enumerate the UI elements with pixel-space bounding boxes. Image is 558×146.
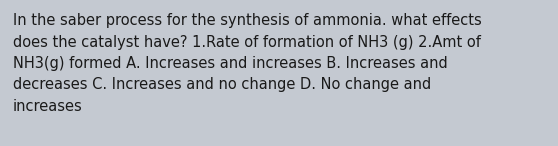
Text: does the catalyst have? 1.Rate of formation of NH3 (g) 2.Amt of: does the catalyst have? 1.Rate of format… (13, 34, 481, 49)
Text: increases: increases (13, 99, 83, 114)
Text: NH3(g) formed A. Increases and increases B. Increases and: NH3(g) formed A. Increases and increases… (13, 56, 448, 71)
Text: In the saber process for the synthesis of ammonia. what effects: In the saber process for the synthesis o… (13, 13, 482, 28)
Text: decreases C. Increases and no change D. No change and: decreases C. Increases and no change D. … (13, 78, 431, 93)
